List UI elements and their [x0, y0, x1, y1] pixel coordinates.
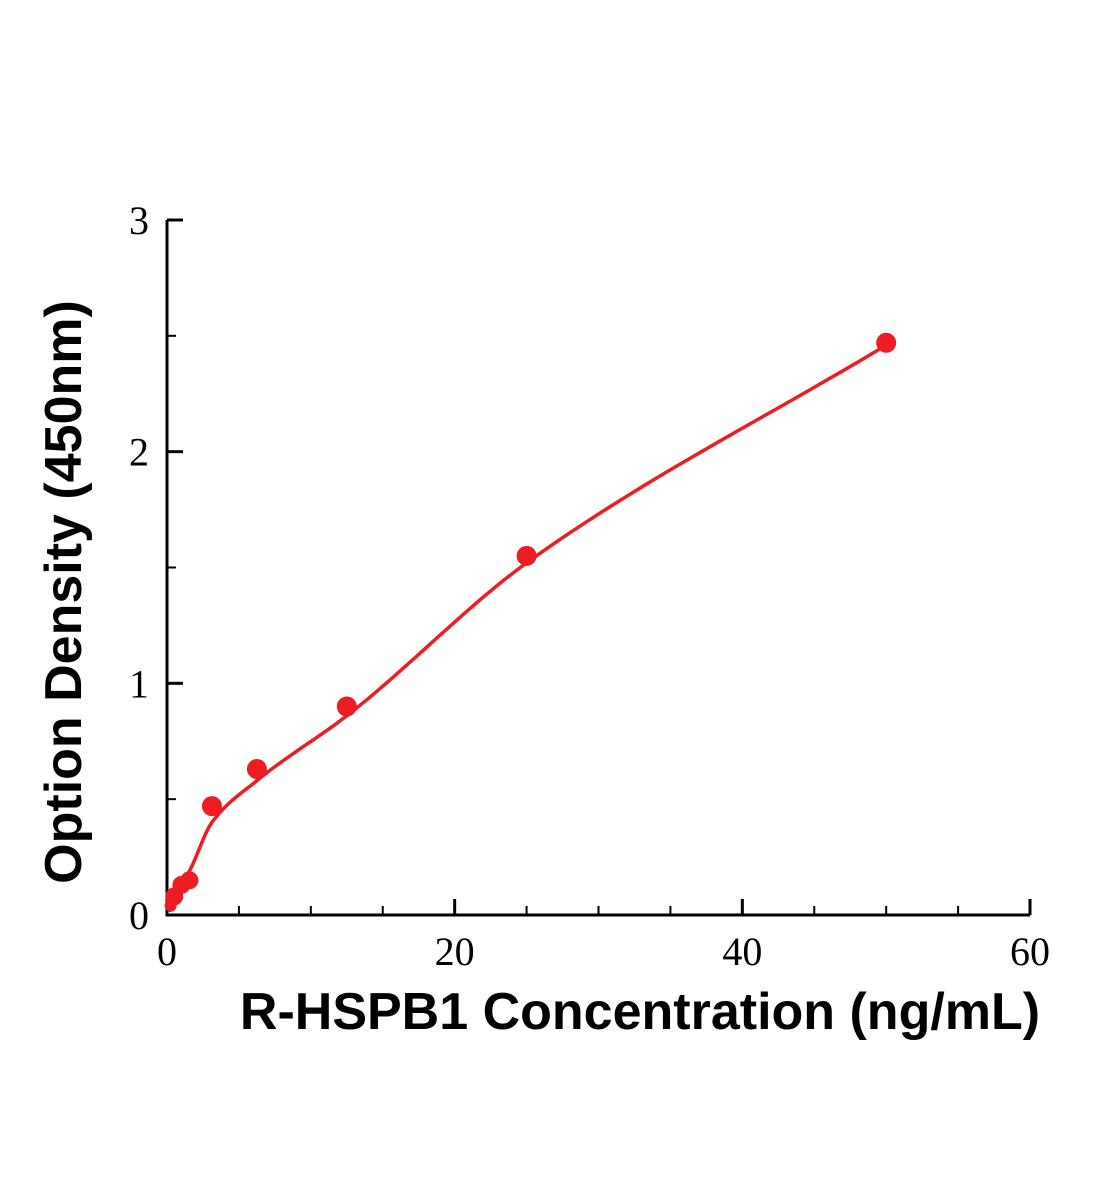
y-axis-title: Option Density (450nm)	[35, 300, 93, 884]
x-axis-title: R-HSPB1 Concentration (ng/mL)	[239, 983, 1041, 1041]
y-tick-label: 2	[129, 430, 149, 475]
data-point	[336, 696, 357, 717]
y-tick-label: 0	[129, 893, 149, 938]
fit-curve	[168, 343, 888, 913]
y-tick-label: 3	[129, 198, 149, 243]
x-tick-label: 40	[722, 929, 762, 974]
x-tick-label: 60	[1010, 929, 1050, 974]
x-tick-label: 20	[435, 929, 475, 974]
y-tick-label: 1	[129, 661, 149, 706]
data-point	[246, 759, 267, 780]
data-point	[180, 871, 199, 890]
data-point	[201, 796, 222, 817]
data-point	[516, 545, 537, 566]
x-tick-label: 0	[157, 929, 177, 974]
data-point	[876, 332, 897, 353]
